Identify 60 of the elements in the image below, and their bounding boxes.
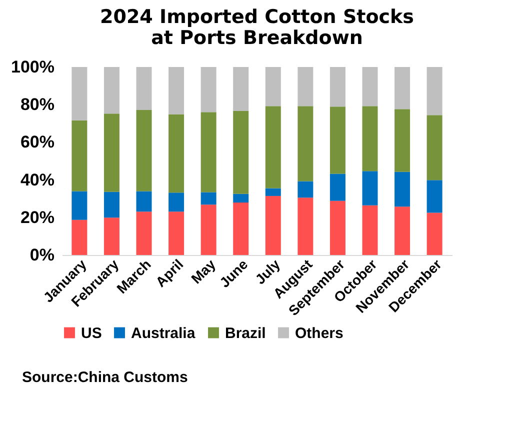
chart-title: 2024 Imported Cotton Stocks at Ports Breakdown	[100, 6, 414, 49]
bar	[233, 202, 249, 255]
bar	[233, 110, 249, 194]
bar	[394, 172, 410, 207]
bar	[200, 204, 216, 255]
bar	[104, 218, 120, 255]
bar	[298, 67, 314, 106]
bar	[394, 109, 410, 172]
legend-label: Brazil	[225, 324, 266, 342]
legend-label: Australia	[131, 324, 196, 342]
y-tick-label: 100%	[11, 58, 54, 76]
y-tick-label: 40%	[20, 170, 54, 190]
bar	[72, 220, 88, 255]
bar	[394, 206, 410, 255]
bar	[426, 180, 442, 213]
bar	[168, 67, 184, 114]
bar	[362, 205, 378, 255]
y-tick-label: 0%	[30, 246, 54, 264]
bar	[265, 188, 281, 196]
bar	[362, 67, 378, 106]
bar	[426, 212, 442, 255]
bar	[298, 106, 314, 182]
bar	[426, 67, 442, 116]
bar	[168, 192, 184, 212]
y-tick-label: 20%	[20, 208, 54, 227]
bar	[72, 191, 88, 220]
y-tick-label: 80%	[20, 95, 54, 114]
bar	[104, 67, 120, 114]
bar	[136, 110, 152, 192]
legend-label: US	[81, 324, 102, 342]
bar	[104, 192, 120, 218]
bar	[394, 67, 410, 110]
bar	[330, 200, 346, 255]
bar	[298, 181, 314, 198]
bar	[330, 174, 346, 201]
source-note: Source:China Customs	[22, 369, 188, 386]
bar	[265, 196, 281, 255]
legend-label: Others	[295, 324, 344, 342]
bar	[136, 191, 152, 212]
bar	[168, 212, 184, 255]
bar	[362, 171, 378, 206]
bar	[136, 212, 152, 255]
bar	[233, 67, 249, 111]
bar	[265, 106, 281, 188]
bar	[265, 67, 281, 106]
bar	[233, 194, 249, 203]
y-tick-label: 60%	[20, 132, 54, 152]
bar	[200, 192, 216, 205]
bar	[426, 115, 442, 180]
bar	[136, 67, 152, 110]
bar	[200, 67, 216, 112]
bar	[362, 106, 378, 172]
bar	[168, 114, 184, 193]
bar	[330, 106, 346, 174]
bar	[298, 198, 314, 255]
bar	[72, 120, 88, 192]
bar	[200, 112, 216, 192]
bar	[72, 67, 88, 120]
bar	[104, 114, 120, 192]
bar	[330, 67, 346, 107]
